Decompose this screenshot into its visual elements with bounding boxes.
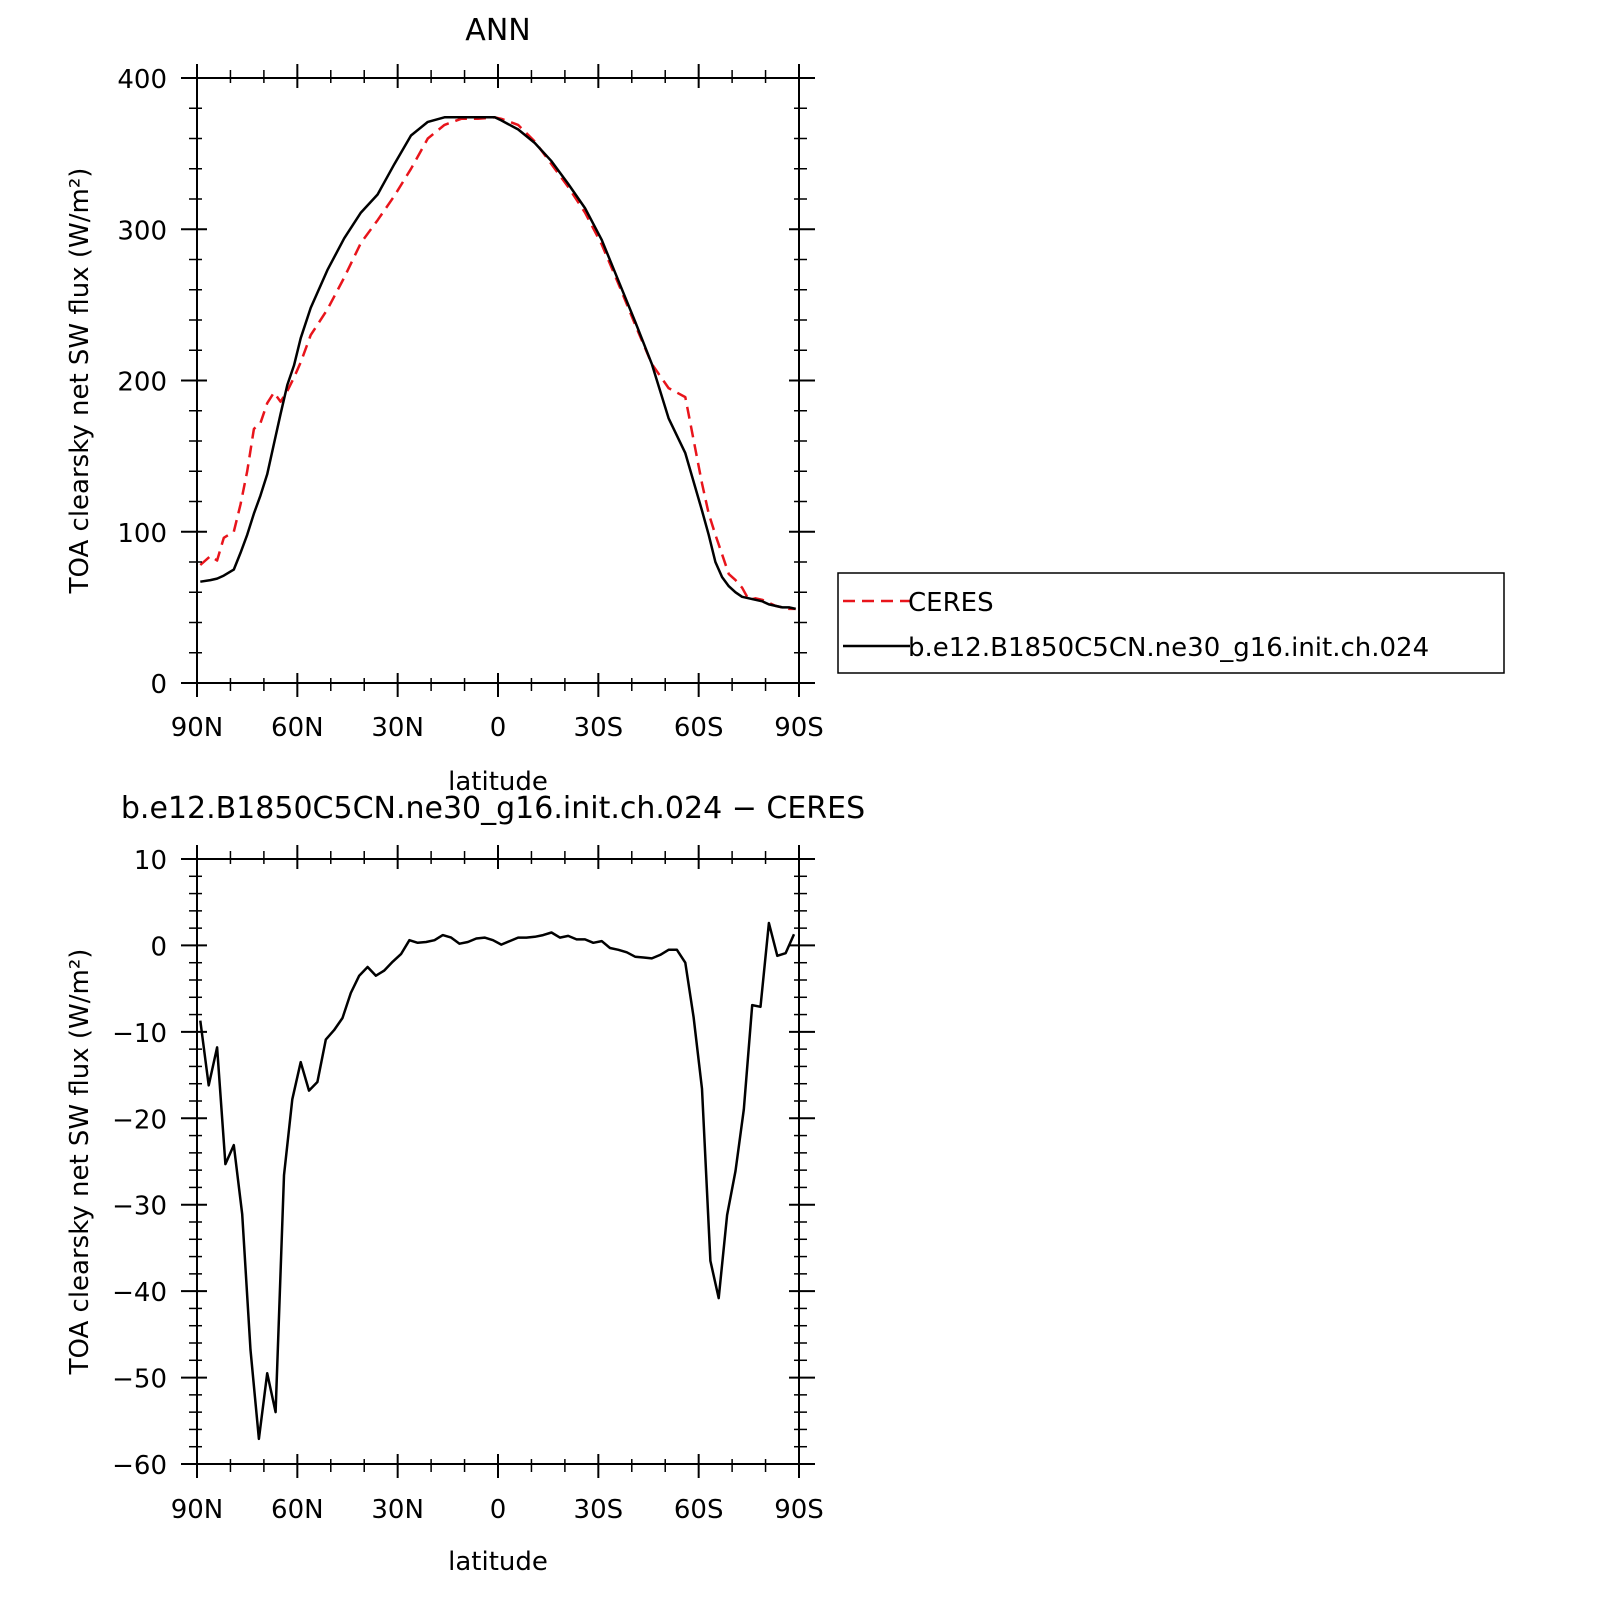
chart-panel-1: ANN 0 100 200 300 400 90N 60N 30N 0 30S 60S 90S latit… (65, 13, 1505, 797)
x-tick-label: 90N (171, 713, 224, 743)
chart-title: ANN (465, 13, 530, 48)
chart-title: b.e12.B1850C5CN.ne30_g16.init.ch.024 − C… (121, 791, 865, 826)
y-tick-label: 10 (134, 846, 167, 876)
y-tick-label: −40 (112, 1278, 167, 1308)
y-tick-label: 0 (150, 670, 167, 700)
x-tick-label: 90S (774, 1495, 824, 1525)
y-axis-label: TOA clearsky net SW flux (W/m²) (65, 168, 95, 595)
legend-label-1: CERES (908, 588, 994, 618)
y-tick-label: −20 (112, 1105, 167, 1135)
x-tick-label: 30N (371, 713, 424, 743)
legend-box (837, 572, 1505, 674)
x-tick-label: 60S (674, 713, 724, 743)
x-tick-label: 90N (171, 1495, 224, 1525)
x-tick-label: 60N (271, 713, 324, 743)
x-tick-label: 90S (774, 713, 824, 743)
x-tick-label: 60S (674, 1495, 724, 1525)
x-tick-label: 30N (371, 1495, 424, 1525)
legend-label-2: b.e12.B1850C5CN.ne30_g16.init.ch.024 (908, 633, 1429, 663)
x-tick-label: 60N (271, 1495, 324, 1525)
y-tick-label: 400 (117, 65, 167, 95)
series-line-1 (199, 921, 796, 1441)
series-line-2 (200, 116, 796, 611)
x-tick-label: 30S (574, 713, 624, 743)
y-tick-label: −10 (112, 1019, 167, 1049)
x-tick-label: 30S (574, 1495, 624, 1525)
y-tick-label: −50 (112, 1365, 167, 1395)
y-tick-label: 200 (117, 368, 167, 398)
y-tick-label: 100 (117, 519, 167, 549)
y-tick-label: −30 (112, 1192, 167, 1222)
y-tick-label: 300 (117, 216, 167, 246)
y-tick-label: 0 (150, 932, 167, 962)
x-axis-label: latitude (448, 767, 548, 797)
y-tick-label: −60 (112, 1451, 167, 1481)
chart-panel-2: b.e12.B1850C5CN.ne30_g16.init.ch.024 − C… (65, 791, 865, 1577)
y-axis-label: TOA clearsky net SW flux (W/m²) (65, 949, 95, 1376)
x-tick-label: 0 (490, 713, 507, 743)
x-tick-label: 0 (490, 1495, 507, 1525)
x-axis-label: latitude (448, 1547, 548, 1577)
plot-frame (196, 77, 800, 684)
series-line-1 (199, 116, 796, 611)
plot-frame (196, 858, 800, 1465)
legend: CERES b.e12.B1850C5CN.ne30_g16.init.ch.02… (837, 572, 1505, 674)
